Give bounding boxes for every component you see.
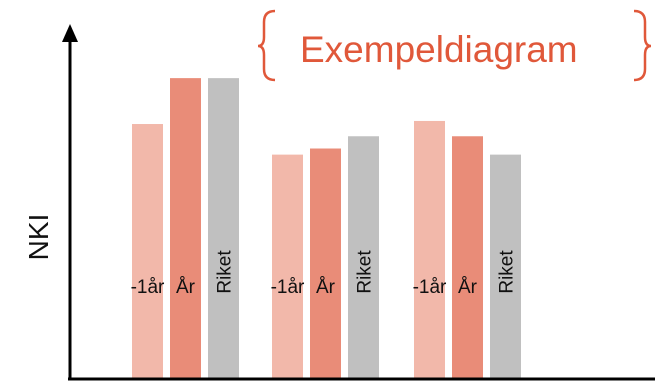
bar-label-1-2: År [176, 277, 196, 298]
bar-3-1 [414, 120, 445, 379]
bar-label-1-1: -1år [131, 277, 165, 298]
bar-2-3 [348, 136, 379, 378]
bars-layer [132, 78, 521, 379]
bar-2-2 [310, 148, 341, 378]
bar-1-3 [208, 78, 239, 379]
bar-3-3 [490, 154, 521, 378]
bar-3-2 [452, 136, 483, 378]
bar-1-2 [170, 78, 201, 379]
bar-2-1 [272, 154, 303, 378]
bar-label-2-1: -1år [271, 277, 305, 298]
bar-label-1-3: Riket [215, 250, 236, 294]
bar-labels-layer: -1år År Riket -1år År Riket -1år År Riket [131, 250, 518, 298]
bar-label-2-3: Riket [355, 250, 376, 294]
bar-label-3-2: År [458, 277, 478, 298]
title-bracket-left-icon [257, 9, 276, 82]
chart-title: Exempeldiagram [300, 29, 578, 70]
bar-1-1 [132, 124, 163, 379]
y-axis-label: NKI [23, 214, 54, 261]
bar-label-2-2: År [316, 277, 336, 298]
bar-label-3-3: Riket [497, 250, 518, 294]
y-axis-arrow-icon [62, 24, 78, 42]
title-bracket-right-icon [633, 9, 652, 82]
bar-label-3-1: -1år [413, 277, 447, 298]
